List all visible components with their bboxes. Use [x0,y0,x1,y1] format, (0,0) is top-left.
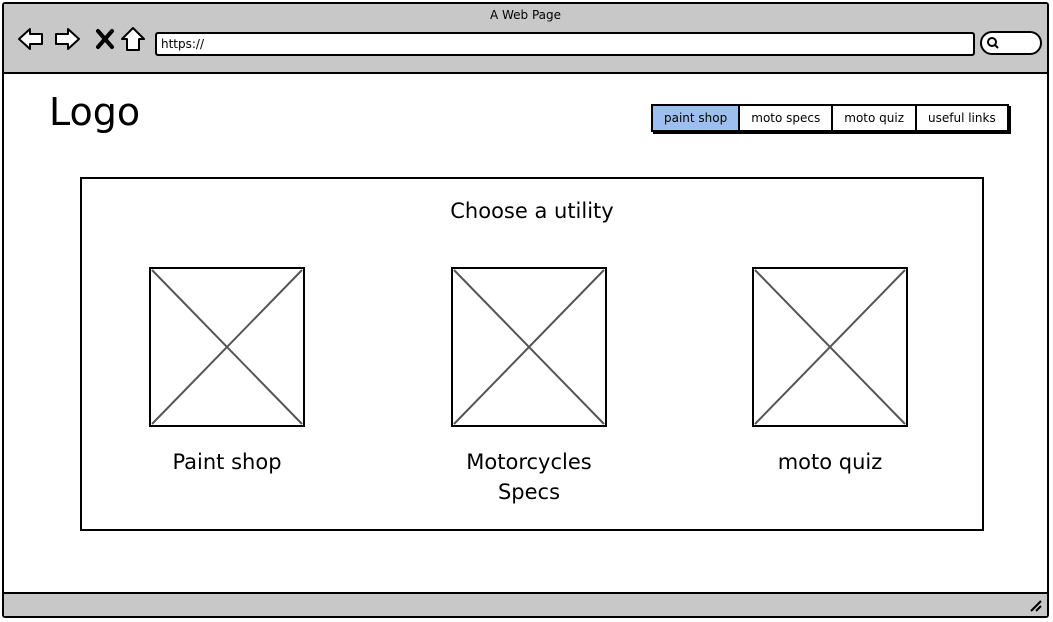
card-label-line: Specs [497,480,561,504]
status-bar [4,592,1047,616]
card-moto-quiz[interactable]: moto quiz [720,267,940,477]
stop-icon[interactable] [90,24,120,54]
back-icon[interactable] [16,24,46,54]
tab-moto-specs[interactable]: moto specs [738,106,831,130]
resize-grip-icon[interactable] [1027,597,1043,613]
card-motorcycles-specs[interactable]: Motorcycles Specs [419,267,639,507]
card-label-line: Paint shop [172,450,282,474]
image-placeholder-icon [149,267,305,427]
window-title: A Web Page [489,8,562,22]
main-nav-tabs: paint shop moto specs moto quiz useful l… [651,104,1009,132]
panel-heading: Choose a utility [450,199,614,223]
search-icon [987,37,999,49]
tab-paint-shop[interactable]: paint shop [653,106,739,130]
card-label: moto quiz [720,447,940,477]
image-placeholder-icon [451,267,607,427]
tab-moto-quiz[interactable]: moto quiz [831,106,915,130]
card-label: Paint shop [117,447,337,477]
logo: Logo [49,90,141,134]
utility-panel: Choose a utility Paint shop Motorcycles … [80,177,984,531]
image-placeholder-icon [752,267,908,427]
card-label: Motorcycles Specs [419,447,639,507]
forward-icon[interactable] [52,24,82,54]
browser-search-button[interactable] [980,31,1042,55]
url-input[interactable] [155,32,975,56]
card-label-line: moto quiz [777,450,883,474]
tab-useful-links[interactable]: useful links [915,106,1007,130]
card-paint-shop[interactable]: Paint shop [117,267,337,477]
card-label-line: Motorcycles [466,450,592,474]
browser-toolbar: A Web Page [4,4,1047,74]
home-icon[interactable] [118,24,148,54]
